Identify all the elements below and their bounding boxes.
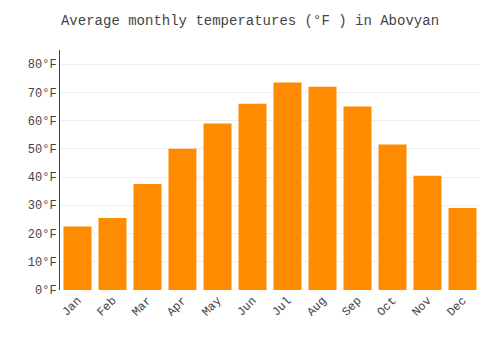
svg-text:Feb: Feb: [94, 294, 119, 319]
svg-text:20°F: 20°F: [28, 228, 57, 242]
svg-text:Sep: Sep: [339, 294, 364, 319]
svg-text:60°F: 60°F: [28, 115, 57, 129]
svg-text:Apr: Apr: [164, 294, 189, 319]
svg-text:80°F: 80°F: [28, 58, 57, 72]
svg-text:Oct: Oct: [374, 294, 399, 319]
svg-text:Aug: Aug: [304, 294, 329, 319]
svg-text:Nov: Nov: [409, 294, 434, 319]
svg-text:Jun: Jun: [234, 294, 259, 319]
svg-text:40°F: 40°F: [28, 171, 57, 185]
svg-text:Dec: Dec: [444, 294, 469, 319]
svg-text:Average monthly temperatures (: Average monthly temperatures (°F ) in Ab…: [61, 13, 439, 29]
svg-text:Jul: Jul: [269, 294, 294, 319]
svg-text:Mar: Mar: [129, 294, 154, 319]
svg-text:70°F: 70°F: [28, 87, 57, 101]
svg-text:0°F: 0°F: [35, 284, 57, 298]
svg-text:50°F: 50°F: [28, 143, 57, 157]
svg-text:10°F: 10°F: [28, 256, 57, 270]
svg-text:30°F: 30°F: [28, 199, 57, 213]
svg-text:Jan: Jan: [59, 294, 84, 319]
svg-text:May: May: [199, 294, 224, 319]
